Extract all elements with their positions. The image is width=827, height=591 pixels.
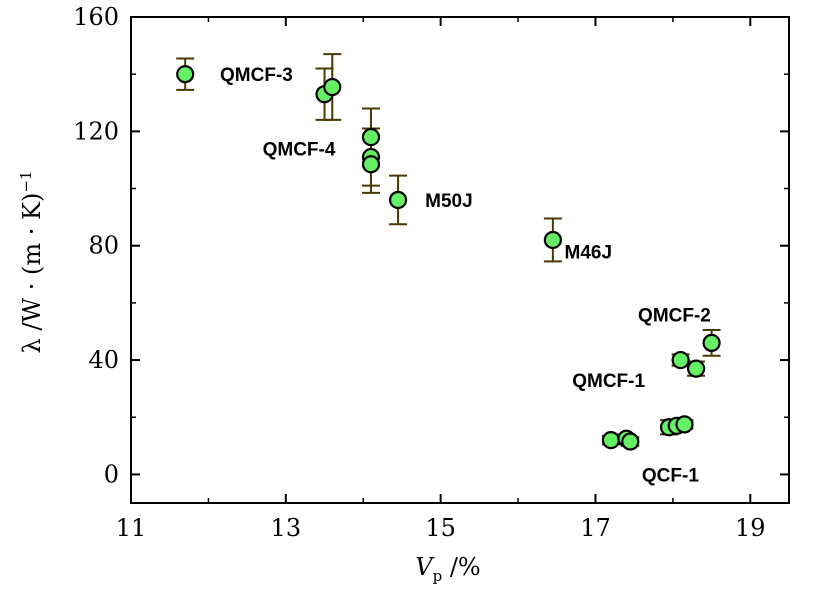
point-annotation: QCF-1 [642, 465, 699, 486]
data-point [176, 65, 195, 84]
x-axis-title-main: V [415, 553, 435, 581]
data-point [543, 230, 562, 250]
y-tick-label: 160 [73, 3, 119, 31]
data-point [671, 350, 690, 370]
y-tick-label: 0 [104, 460, 119, 488]
y-axis-title-main: λ /W · (m · K) [18, 193, 46, 354]
y-tick-label: 40 [88, 346, 119, 374]
x-tick-label: 11 [116, 514, 147, 542]
point-annotation: QMCF-3 [220, 65, 293, 86]
point-annotation: QMCF-4 [263, 140, 336, 161]
axis-ticks: 11 13 15 17 19 0 40 80 120 160 [73, 3, 789, 542]
y-axis-title: λ /W · (m · K)−1 [17, 171, 46, 354]
point-annotations: QMCF-3 QMCF-4 M50J M46J QMCF-2 QMCF-1 QCF-1 [220, 65, 711, 486]
point-annotation: QMCF-2 [638, 305, 711, 326]
x-tick-label: 19 [735, 514, 766, 542]
data-point [323, 77, 342, 97]
point-annotation: M50J [425, 191, 473, 212]
data-markers [176, 65, 721, 451]
x-axis-title-subscript: p [433, 567, 443, 585]
data-point [388, 190, 408, 210]
data-point [361, 127, 381, 147]
plot-frame [130, 16, 790, 504]
x-axis-title-unit: /% [442, 553, 481, 581]
x-tick-label: 15 [425, 514, 456, 542]
x-tick-label: 17 [580, 514, 611, 542]
y-tick-label: 120 [73, 117, 119, 145]
point-annotation: M46J [565, 242, 613, 263]
x-tick-label: 13 [271, 514, 302, 542]
data-point [621, 432, 640, 451]
data-point [702, 333, 721, 353]
data-point [675, 415, 694, 434]
point-annotation: QMCF-1 [572, 371, 645, 392]
x-axis-title: Vp /% [415, 553, 480, 585]
y-tick-label: 80 [88, 232, 119, 260]
y-axis-title-superscript: −1 [17, 171, 35, 193]
data-point [601, 431, 621, 450]
data-point [687, 359, 706, 378]
data-point [361, 155, 381, 174]
